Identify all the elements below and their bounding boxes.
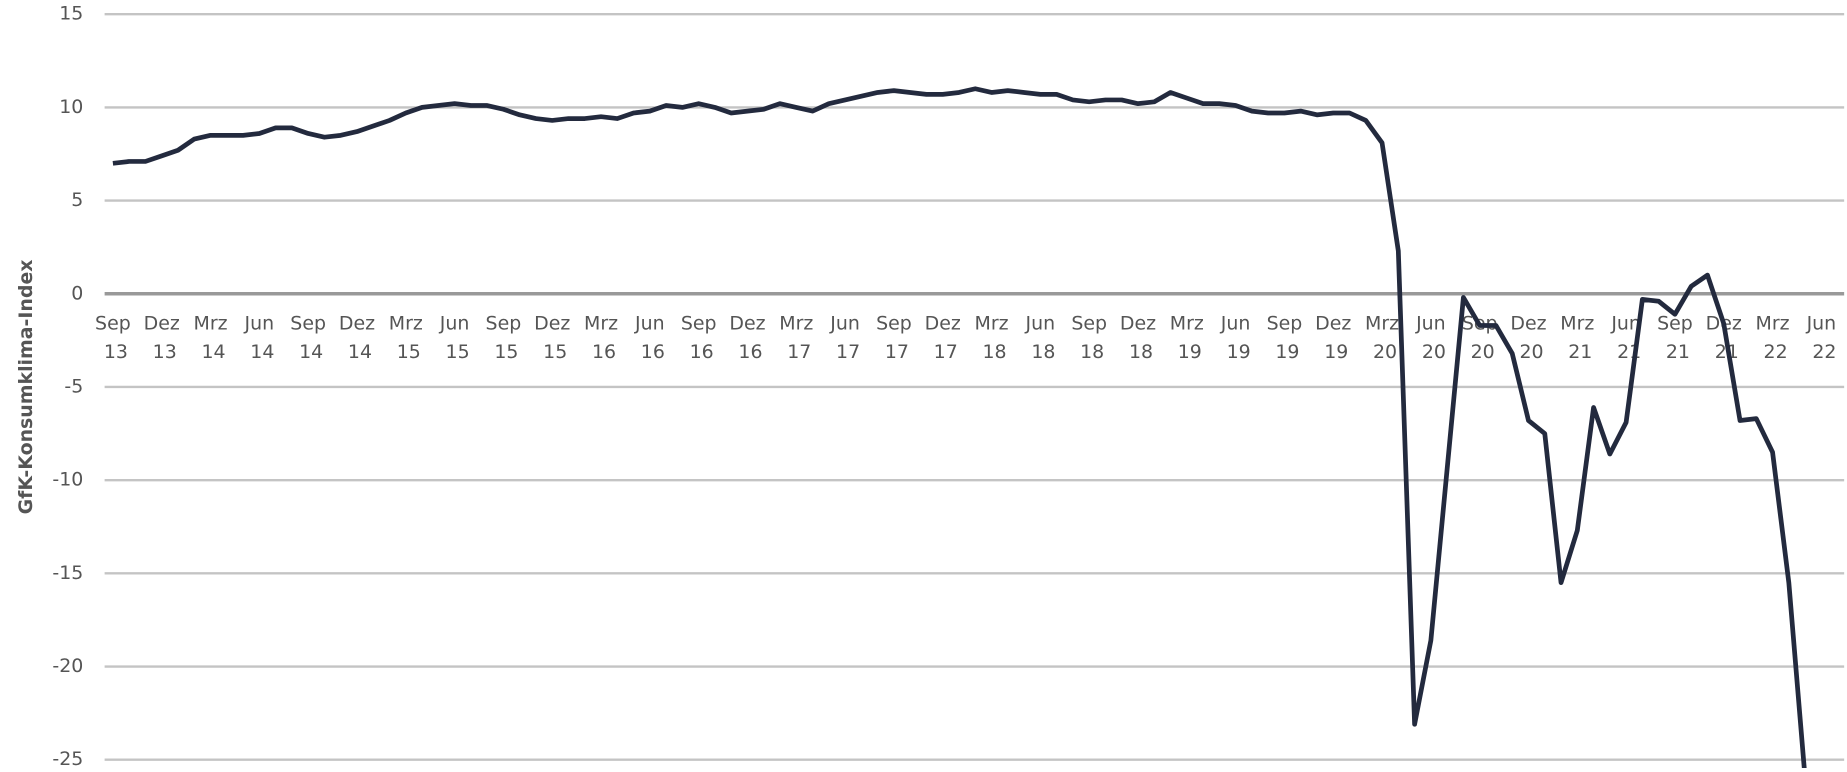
y-tick-label: 15 [59,3,83,25]
x-tick-label: Sep 21 [1657,312,1693,362]
x-tick-label: Sep 17 [876,312,912,362]
x-tick-label: Dez 14 [339,312,375,362]
x-tick-label: Mrz 19 [1170,312,1204,362]
x-tick-label: Dez 18 [1120,312,1156,362]
x-tick-label: Dez 20 [1510,312,1546,362]
x-tick-label: Mrz 21 [1560,312,1594,362]
x-tick-label: Jun 15 [439,312,470,362]
x-tick-label: Dez 17 [925,312,961,362]
x-tick-label: Sep 15 [486,312,522,362]
x-tick-label: Mrz 22 [1756,312,1790,362]
x-tick-label: Sep 20 [1462,312,1498,362]
x-tick-label: Dez 15 [534,312,570,362]
y-tick-label: 0 [71,282,83,304]
x-tick-label: Sep 16 [681,312,717,362]
x-tick-label: Mrz 17 [779,312,813,362]
y-tick-label: -10 [52,469,83,491]
y-tick-label: 5 [71,189,83,211]
x-tick-label: Mrz 15 [389,312,423,362]
x-tick-label: Dez 13 [144,312,180,362]
x-tick-label: Dez 19 [1315,312,1351,362]
y-tick-label: -15 [52,562,83,584]
x-tick-label: Sep 14 [290,312,326,362]
y-tick-label: -20 [52,655,83,677]
x-tick-label: Mrz 14 [194,312,228,362]
x-tick-label: Jun 18 [1025,312,1056,362]
x-tick-label: Jun 14 [244,312,275,362]
x-tick-label: Mrz 20 [1365,312,1399,362]
y-tick-label: -5 [64,375,83,397]
x-tick-label: Mrz 18 [975,312,1009,362]
x-tick-label: Mrz 16 [584,312,618,362]
y-tick-label: -25 [52,748,83,768]
line-series [112,86,1807,772]
x-tick-label: Sep 18 [1071,312,1107,362]
x-tick-label: Jun 20 [1415,312,1446,362]
y-tick-label: 10 [59,96,83,118]
x-tick-label: Jun 16 [634,312,665,362]
x-tick-label: Jun 19 [1220,312,1251,362]
x-tick-label: Jun 22 [1806,312,1837,362]
x-tick-label: Sep 13 [95,312,131,362]
x-tick-label: Sep 19 [1267,312,1303,362]
x-tick-label: Jun 17 [829,312,860,362]
y-axis-label: GfK-Konsumklima-Index [15,260,37,515]
x-tick-label: Dez 16 [729,312,765,362]
